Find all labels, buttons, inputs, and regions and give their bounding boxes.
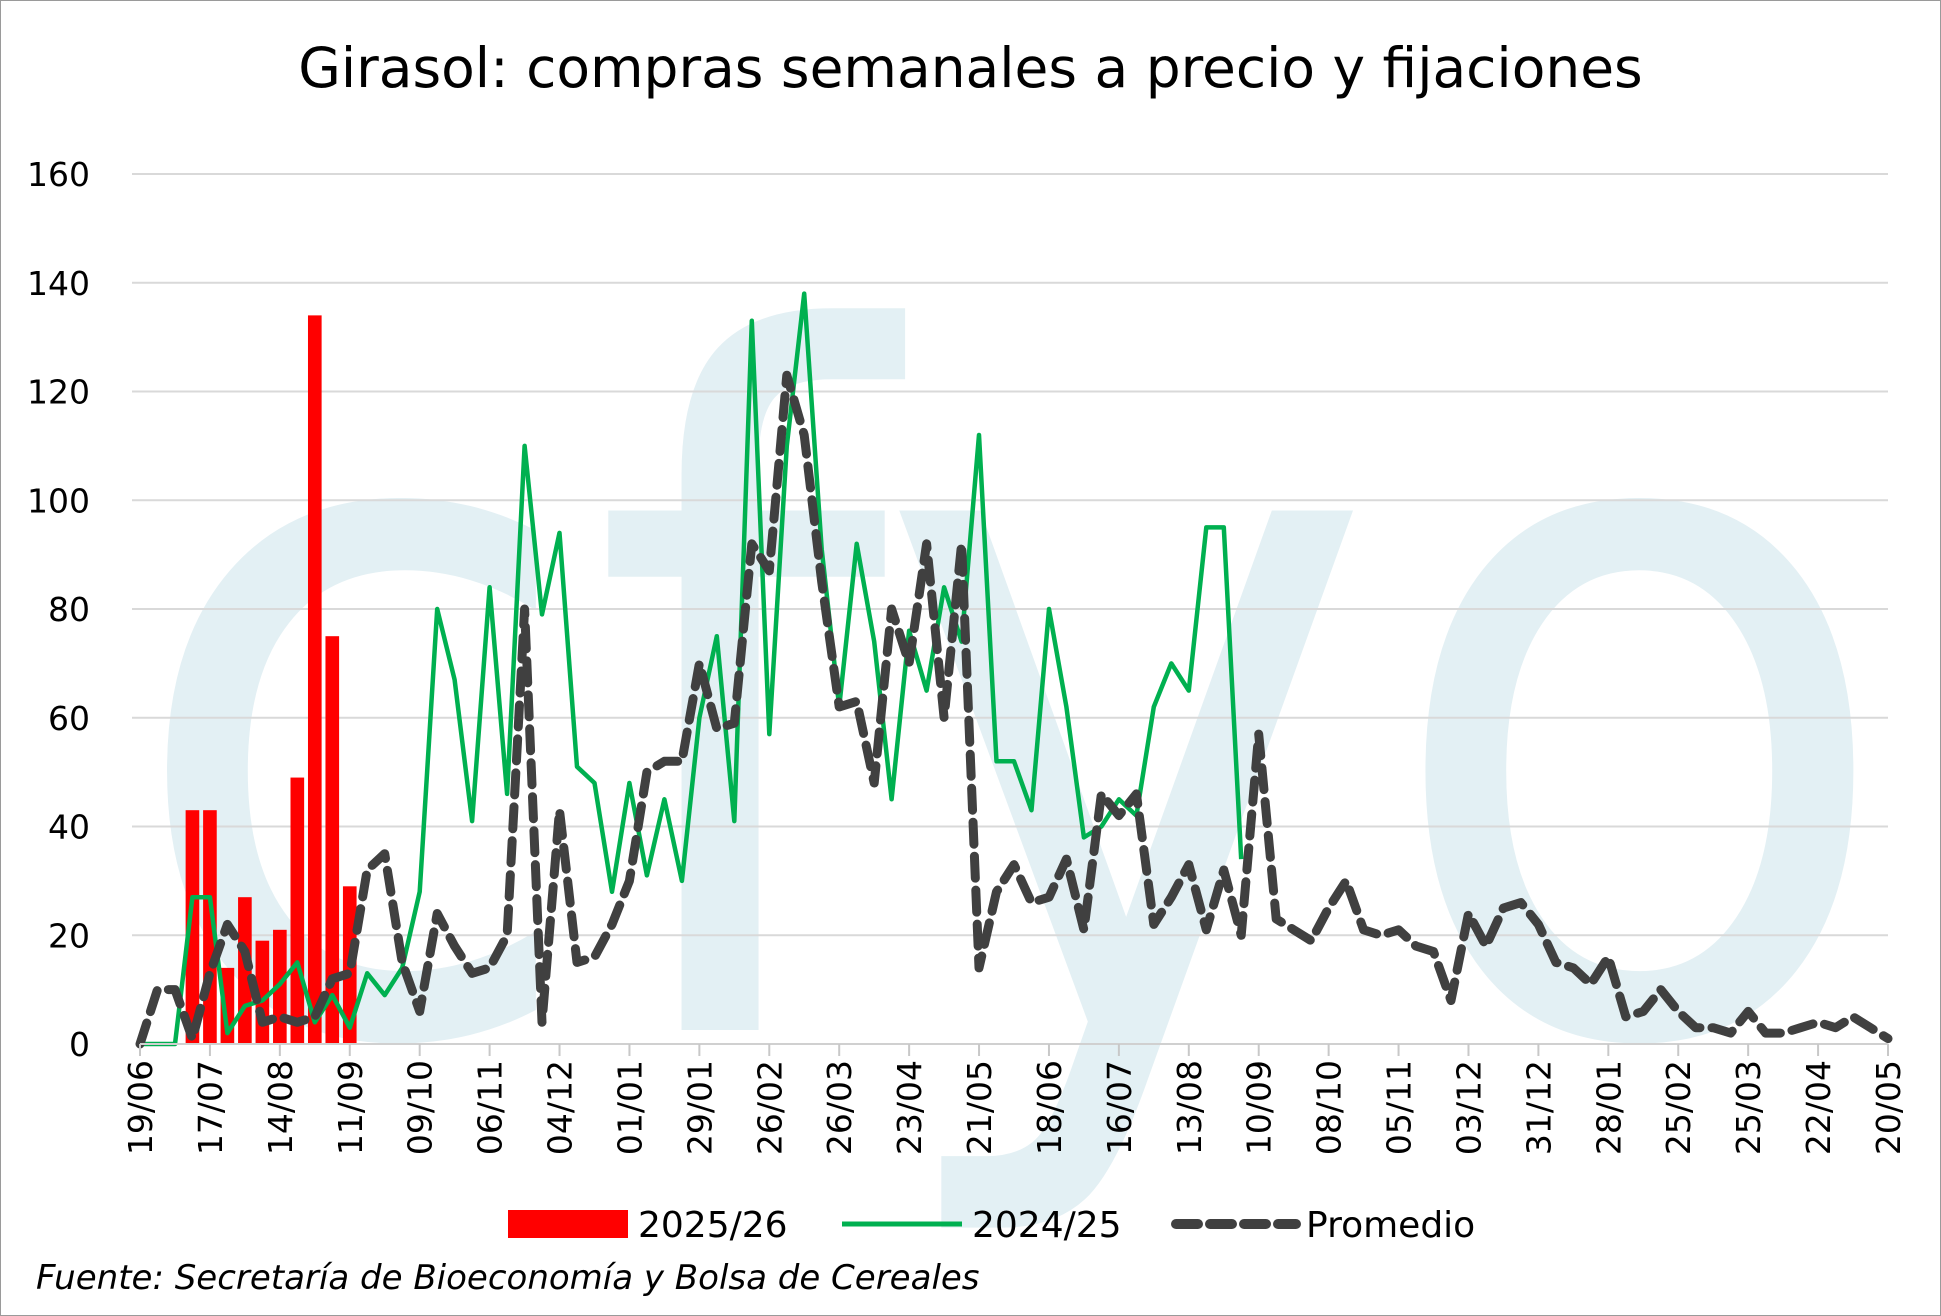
x-tick-label: 04/12	[541, 1060, 580, 1155]
watermark-text: cfyo	[120, 149, 1900, 1255]
x-tick-label: 10/09	[1240, 1060, 1279, 1155]
y-axis-ticks: 0 20 40 60 80 100 120 140 160	[27, 155, 90, 1064]
source-note: Fuente: Secretaría de Bioeconomía y Bols…	[36, 1258, 980, 1298]
legend-label-promedio: Promedio	[1306, 1205, 1475, 1246]
x-tick-label: 11/09	[331, 1060, 370, 1155]
x-tick-label: 05/11	[1380, 1060, 1419, 1155]
x-tick-label: 25/02	[1659, 1060, 1698, 1155]
x-tick-label: 28/01	[1589, 1060, 1628, 1155]
x-tick-label: 13/08	[1170, 1060, 1209, 1155]
x-tick-label: 03/12	[1450, 1060, 1489, 1155]
x-tick-label: 26/02	[750, 1060, 789, 1155]
legend-label-2024-25: 2024/25	[972, 1205, 1122, 1246]
x-tick-label: 23/04	[890, 1060, 929, 1155]
chart-title: Girasol: compras semanales a precio y fi…	[298, 36, 1643, 100]
series-line	[135, 370, 1893, 1049]
legend: 2025/26 2024/25 Promedio	[508, 1205, 1475, 1246]
x-tick-label: 17/07	[191, 1060, 230, 1155]
watermark-logo: cfyo	[120, 149, 1900, 1255]
y-tick-label: 80	[48, 590, 90, 629]
bar	[325, 636, 340, 1044]
y-tick-label: 60	[48, 699, 90, 738]
legend-swatch-2025-26	[508, 1210, 628, 1238]
series-2024-25	[140, 291, 1244, 1047]
y-tick-label: 120	[27, 373, 90, 412]
legend-label-2025-26: 2025/26	[638, 1205, 788, 1246]
x-tick-label: 08/10	[1310, 1060, 1349, 1155]
y-tick-label: 20	[48, 916, 90, 955]
x-tick-label: 26/03	[820, 1060, 859, 1155]
x-tick-label: 01/01	[610, 1060, 649, 1155]
x-tick-label: 19/06	[121, 1060, 160, 1155]
bar	[307, 315, 322, 1044]
x-tick-label: 29/01	[680, 1060, 719, 1155]
bar	[185, 810, 200, 1044]
x-tick-label: 06/11	[471, 1060, 510, 1155]
x-tick-label: 09/10	[401, 1060, 440, 1155]
x-tick-label: 14/08	[261, 1060, 300, 1155]
x-tick-label: 18/06	[1030, 1060, 1069, 1155]
series-promedio	[135, 370, 1893, 1049]
y-tick-label: 40	[48, 808, 90, 847]
bars-2025-26	[185, 315, 357, 1044]
x-tick-label: 21/05	[960, 1060, 999, 1155]
x-tick-label: 25/03	[1729, 1060, 1768, 1155]
x-tick-label: 31/12	[1519, 1060, 1558, 1155]
x-tick-label: 16/07	[1100, 1060, 1139, 1155]
y-tick-label: 100	[27, 481, 90, 520]
y-tick-label: 140	[27, 264, 90, 303]
series-line	[140, 291, 1244, 1047]
x-tick-label: 20/05	[1869, 1060, 1908, 1155]
x-tick-label: 22/04	[1799, 1060, 1838, 1155]
bar	[290, 777, 305, 1044]
y-tick-label: 0	[69, 1025, 90, 1064]
x-axis: 19/06 17/07 14/08 11/09 09/10 06/11 04/12 01/01…	[121, 1043, 1908, 1155]
y-tick-label: 160	[27, 155, 90, 194]
